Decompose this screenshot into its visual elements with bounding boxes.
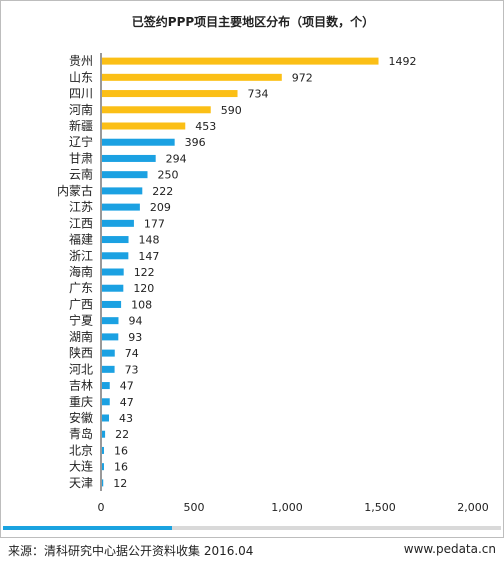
progress-fill	[3, 526, 173, 530]
data-label: 73	[125, 363, 139, 376]
data-label: 43	[119, 412, 133, 425]
bar	[102, 122, 186, 130]
data-label: 453	[195, 120, 216, 133]
category-label: 宁夏	[69, 313, 93, 328]
chart-frame: 已签约PPP项目主要地区分布（项目数，个） 贵州 1492 山东 972 四川 734 河南…	[0, 0, 504, 538]
category-label: 甘肃	[69, 151, 93, 165]
x-tick-label: 1,000	[271, 501, 303, 514]
source-note: 来源：清科研究中心据公开资料收集 2016.04	[8, 544, 254, 558]
data-label: 147	[138, 250, 159, 263]
bar	[102, 479, 104, 487]
data-label: 222	[152, 185, 173, 198]
data-label: 12	[113, 477, 127, 490]
x-tick-label: 0	[98, 501, 105, 514]
category-label: 湖南	[69, 329, 93, 344]
category-label: 河南	[69, 102, 93, 117]
progress-track	[3, 526, 501, 530]
category-label: 内蒙古	[57, 183, 93, 198]
bar	[102, 138, 175, 146]
x-tick-label: 2,000	[457, 501, 489, 514]
bar	[102, 219, 134, 227]
category-label: 四川	[69, 87, 93, 101]
category-label: 云南	[69, 167, 93, 182]
chart-title: 已签约PPP项目主要地区分布（项目数，个）	[131, 15, 375, 29]
data-label: 148	[139, 234, 160, 247]
bar	[102, 300, 122, 308]
bar	[102, 382, 110, 390]
data-label: 16	[114, 461, 128, 474]
bar	[102, 90, 238, 98]
data-label: 122	[134, 266, 155, 279]
bar-chart: 贵州 1492 山东 972 四川 734 河南 590 新疆 453 辽宁 396 甘肃 294 云南 25…	[57, 53, 489, 514]
data-label: 209	[150, 201, 171, 214]
bar	[102, 317, 119, 325]
category-label: 山东	[69, 70, 93, 84]
bar	[102, 398, 110, 406]
category-label: 安徽	[69, 410, 93, 425]
bar	[102, 365, 115, 373]
category-label: 福建	[69, 232, 93, 247]
category-label: 大连	[69, 459, 93, 474]
bar	[102, 446, 104, 454]
category-label: 北京	[69, 443, 93, 457]
category-label: 江苏	[69, 200, 93, 214]
bar	[102, 171, 148, 179]
data-label: 734	[248, 88, 269, 101]
category-label: 河北	[69, 362, 93, 376]
bar	[102, 203, 140, 211]
data-label: 120	[133, 282, 154, 295]
bar	[102, 268, 124, 276]
category-label: 江西	[69, 216, 93, 230]
data-label: 396	[185, 136, 206, 149]
category-label: 重庆	[69, 395, 93, 409]
category-label: 陕西	[69, 345, 93, 360]
bar	[102, 236, 129, 244]
bar	[102, 463, 104, 471]
category-label: 贵州	[69, 54, 93, 68]
category-label: 海南	[69, 264, 93, 279]
bar	[102, 187, 143, 195]
data-label: 108	[131, 298, 152, 311]
category-label: 青岛	[69, 426, 93, 441]
bar	[102, 252, 129, 260]
data-label: 93	[128, 331, 142, 344]
category-label: 广西	[69, 297, 93, 311]
data-label: 177	[144, 217, 165, 230]
bar	[102, 106, 211, 114]
bar	[102, 349, 115, 357]
data-label: 94	[128, 315, 142, 328]
data-label: 294	[166, 152, 187, 165]
data-label: 1492	[389, 55, 417, 68]
category-label: 浙江	[69, 249, 93, 263]
data-label: 22	[115, 428, 129, 441]
site-url[interactable]: www.pedata.cn	[403, 542, 496, 556]
category-label: 天津	[69, 476, 93, 490]
x-tick-label: 500	[184, 501, 205, 514]
bar	[102, 57, 379, 65]
data-label: 250	[158, 169, 179, 182]
category-label: 广东	[69, 281, 93, 295]
category-label: 新疆	[69, 118, 93, 133]
category-label: 吉林	[69, 379, 93, 393]
data-label: 47	[120, 396, 134, 409]
category-label: 辽宁	[69, 134, 93, 149]
bar	[102, 73, 282, 81]
x-tick-label: 1,500	[364, 501, 396, 514]
data-label: 47	[120, 380, 134, 393]
bar	[102, 333, 119, 341]
bar	[102, 284, 124, 292]
bar	[102, 430, 106, 438]
bar	[102, 154, 156, 162]
data-label: 590	[221, 104, 242, 117]
bar	[102, 414, 109, 422]
data-label: 972	[292, 71, 313, 84]
data-label: 16	[114, 444, 128, 457]
data-label: 74	[125, 347, 139, 360]
